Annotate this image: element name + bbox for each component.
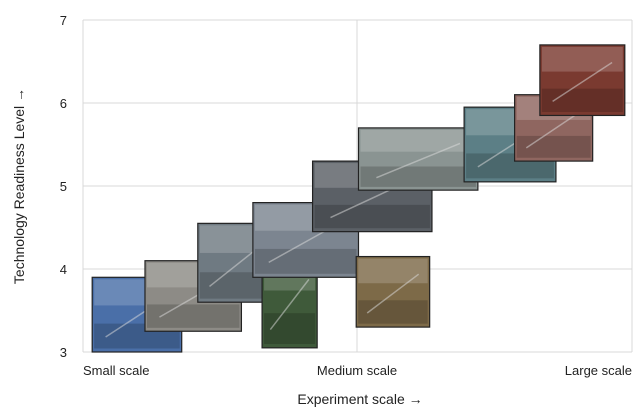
photo-point-8: [357, 127, 479, 191]
y-tick-label: 3: [60, 345, 67, 360]
x-tick-labels: Small scale Medium scale Large scale: [83, 363, 632, 378]
y-tick-label: 5: [60, 179, 67, 194]
photo-points-layer: [91, 44, 626, 353]
y-tick-label: 6: [60, 96, 67, 111]
y-tick-label: 7: [60, 13, 67, 28]
x-tick-label: Small scale: [83, 363, 149, 378]
x-axis-title: Experiment scale →: [297, 391, 422, 407]
photo-point-11: [539, 44, 626, 117]
y-tick-labels: 3 4 5 6 7: [60, 13, 67, 360]
x-tick-label: Medium scale: [317, 363, 397, 378]
y-axis-title: Technology Readiness Level →: [11, 88, 27, 284]
y-tick-label: 4: [60, 262, 67, 277]
x-tick-label: Large scale: [565, 363, 632, 378]
photo-point-6: [355, 255, 431, 328]
